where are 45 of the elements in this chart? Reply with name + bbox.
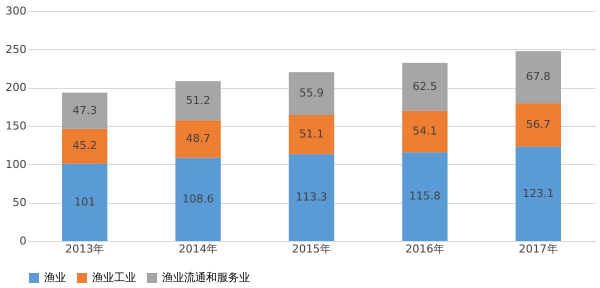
y-tick-label: 300 [6, 4, 26, 18]
data-label: 47.3 [72, 104, 97, 117]
x-tick-label: 2015年 [292, 242, 331, 256]
data-label: 51.2 [186, 94, 210, 107]
bar [288, 154, 334, 241]
bar [402, 62, 448, 111]
bar [175, 120, 221, 158]
data-label: 56.7 [526, 118, 551, 131]
data-label: 48.7 [186, 132, 210, 146]
data-label: 54.1 [412, 124, 438, 138]
data-label: 67.8 [526, 70, 551, 84]
data-label: 115.8 [409, 190, 441, 203]
data-label: 51.1 [299, 128, 324, 141]
legend-label: 渔业流通和服务业 [162, 271, 250, 284]
data-label: 113.3 [296, 190, 328, 204]
bar [175, 158, 221, 241]
data-label: 123.1 [522, 186, 554, 200]
bar [402, 152, 448, 241]
bar [516, 146, 561, 241]
bar [62, 128, 108, 164]
data-label: 45.2 [72, 139, 97, 152]
y-tick-label: 250 [6, 42, 26, 56]
legend-label: 渔业 [44, 271, 66, 284]
bar [175, 81, 221, 120]
bar [288, 72, 334, 115]
bar [62, 92, 108, 129]
x-tick-label: 2013年 [65, 242, 104, 256]
y-tick-label: 150 [6, 120, 26, 132]
x-tick-label: 2017年 [518, 242, 558, 256]
data-label: 62.5 [412, 80, 438, 93]
legend-label: 渔业工业 [92, 271, 136, 284]
y-tick-label: 50 [12, 196, 26, 210]
data-label: 55.9 [299, 86, 324, 100]
y-tick-label: 200 [6, 81, 26, 94]
x-tick-label: 2016年 [405, 242, 444, 256]
bar [516, 51, 561, 104]
data-label: 108.6 [182, 192, 214, 206]
data-label: 101 [74, 195, 96, 208]
bar [516, 103, 561, 147]
y-tick-label: 100 [6, 158, 26, 171]
x-tick-label: 2014年 [178, 242, 218, 256]
bar [288, 114, 334, 154]
bar [402, 110, 448, 152]
bar [62, 164, 108, 241]
y-tick-label: 0 [20, 234, 26, 248]
